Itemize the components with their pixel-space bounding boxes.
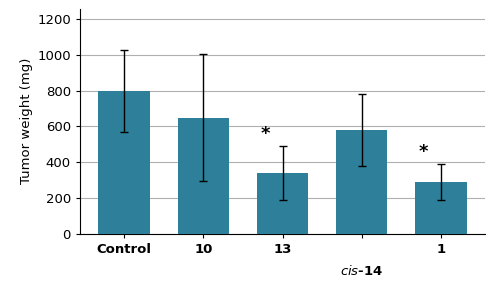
Text: *: * <box>418 143 428 161</box>
Bar <box>178 117 229 234</box>
Bar <box>98 91 150 234</box>
Bar <box>257 173 308 234</box>
Bar <box>336 130 388 234</box>
Y-axis label: Tumor weight (mg): Tumor weight (mg) <box>20 58 33 184</box>
Text: *: * <box>260 125 270 143</box>
Bar <box>415 182 467 234</box>
Text: $\it{cis}$-14: $\it{cis}$-14 <box>340 264 384 278</box>
